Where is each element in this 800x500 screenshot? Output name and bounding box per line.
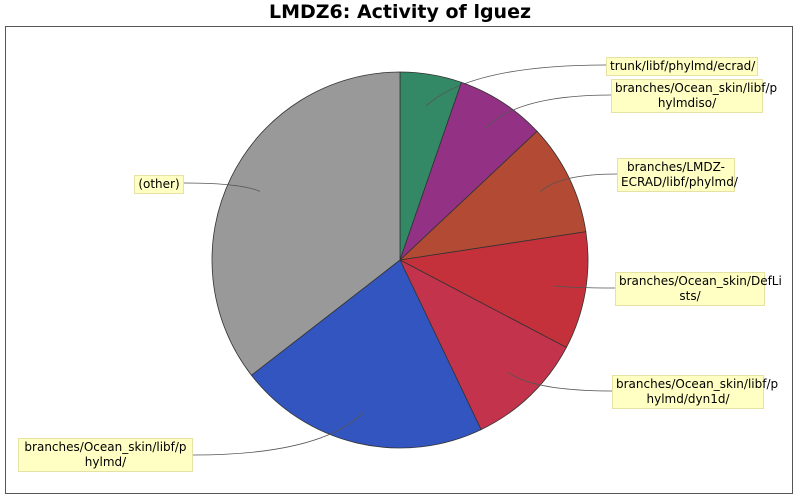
label-line: branches/LMDZ-	[626, 160, 725, 174]
label-phylmdiso: branches/Ocean_skin/libf/p hylmdiso/	[611, 79, 778, 113]
label-line: branches/Ocean_skin/libf/p	[24, 440, 187, 454]
pie-slice	[250, 259, 482, 449]
label-line: branches/Ocean_skin/libf/p	[616, 377, 779, 391]
chart-title: LMDZ6: Activity of lguez	[268, 1, 532, 23]
pie-slice	[398, 130, 587, 261]
label-other: (other)	[134, 175, 184, 194]
label-ocean-skin-phylmd: branches/Ocean_skin/libf/p hylmd/	[18, 438, 193, 472]
label-line: hylmd/	[84, 455, 127, 469]
pie-slice	[398, 231, 589, 348]
leader-line	[425, 64, 607, 107]
leader-line	[540, 173, 618, 193]
leader-line	[553, 285, 616, 289]
label-line: hylmd/dyn1d/	[646, 392, 730, 406]
label-dyn1d: branches/Ocean_skin/libf/p hylmd/dyn1d/	[612, 375, 779, 409]
label-line: ECRAD/libf/phylmd/	[621, 175, 738, 189]
leader-line	[183, 182, 261, 192]
leader-line	[484, 94, 612, 130]
label-line: trunk/libf/phylmd/ecrad/	[610, 59, 756, 73]
label-line: branches/Ocean_skin/libf/p	[615, 81, 778, 95]
leader-line	[192, 411, 365, 456]
label-ecrad: trunk/libf/phylmd/ecrad/	[606, 57, 758, 76]
plot-frame	[5, 26, 793, 494]
label-line: hylmdiso/	[657, 96, 717, 110]
pie-slice	[399, 259, 567, 431]
label-lmdz-ecrad: branches/LMDZ- ECRAD/libf/phylmd/	[617, 158, 738, 192]
label-line: branches/Ocean_skin/DefLi	[619, 274, 782, 288]
pie-slice	[211, 71, 401, 376]
label-line: (other)	[138, 177, 180, 191]
label-deflists: branches/Ocean_skin/DefLi sts/	[615, 272, 782, 306]
leader-line	[507, 372, 613, 392]
label-line: sts/	[679, 289, 701, 303]
